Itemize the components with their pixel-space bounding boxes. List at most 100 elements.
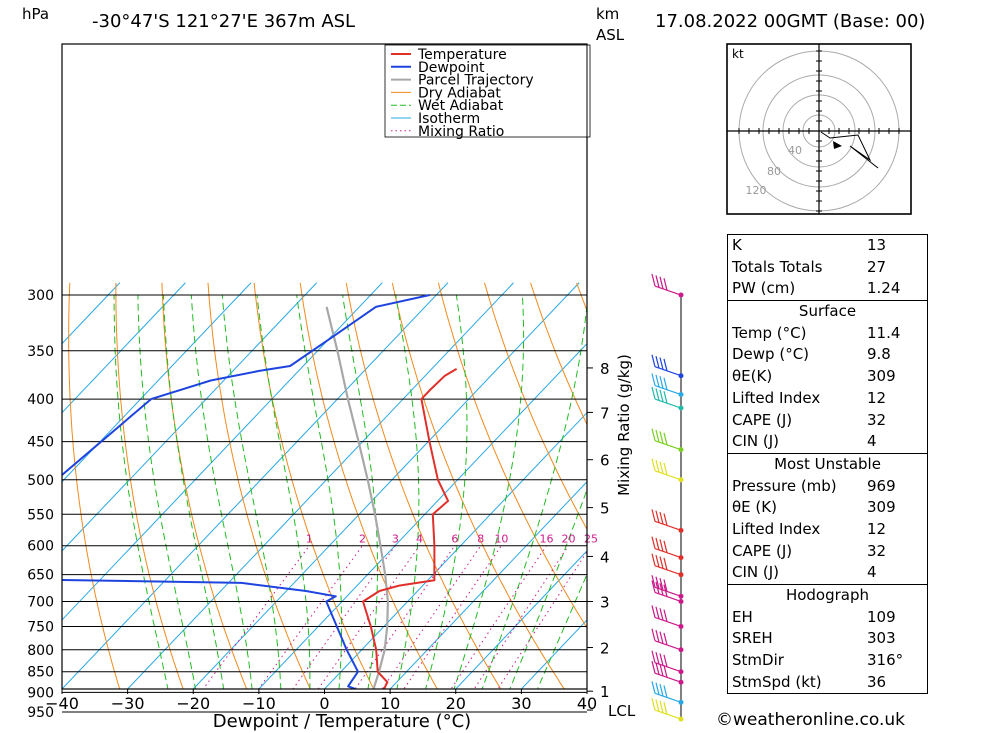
- hodograph-stat-row: SREH 303: [728, 628, 927, 650]
- pressure-tick-label: 800: [27, 643, 54, 659]
- index-label: Totals Totals: [732, 257, 822, 279]
- hodograph-stat-label: SREH: [732, 628, 773, 650]
- km-tick-label: 2: [600, 640, 610, 658]
- mixing-ratio-axis-title: Mixing Ratio (g/kg): [615, 354, 633, 496]
- pressure-tick-label: 350: [27, 344, 54, 360]
- x-tick-label: −40: [45, 694, 79, 713]
- pressure-tick-label: 650: [27, 568, 54, 584]
- wind-barb-flag: [656, 683, 659, 695]
- surface-label: Dewp (°C): [732, 344, 809, 366]
- pressure-tick-label: 550: [27, 507, 54, 523]
- wind-barb-flag: [652, 509, 655, 521]
- wind-barb-flag: [660, 654, 663, 666]
- pressure-tick-label: 850: [27, 665, 54, 681]
- hodograph-stat-value: 109: [867, 607, 923, 629]
- wind-barb-flag: [656, 607, 659, 619]
- most-unstable-label: CIN (J): [732, 562, 779, 584]
- wind-barb-flag: [652, 698, 655, 710]
- km-tick-label: 1: [600, 683, 610, 701]
- x-tick-label: −20: [176, 694, 210, 713]
- km-tick-label: LCL: [608, 702, 636, 720]
- surface-value: 309: [867, 366, 923, 388]
- wind-barb-flag: [656, 356, 659, 368]
- wind-barb: [652, 509, 684, 533]
- pressure-tick-label: 400: [27, 392, 54, 408]
- km-tick-label: 5: [600, 500, 610, 518]
- mixing-ratio-label: 10: [494, 533, 508, 546]
- wind-barb-flag: [656, 375, 659, 387]
- most-unstable-value: 12: [867, 519, 923, 541]
- wind-barb-flag: [656, 630, 659, 642]
- index-value: 1.24: [867, 278, 923, 300]
- time-title: 17.08.2022 00GMT (Base: 00): [655, 11, 925, 32]
- pressure-tick-label: 750: [27, 619, 54, 635]
- wind-barb-flag: [652, 651, 655, 663]
- wind-barb-flag: [656, 275, 659, 287]
- km-tick-label: 3: [600, 593, 610, 611]
- pressure-tick-label: 700: [27, 594, 54, 610]
- mixing-ratio-label: 1: [306, 533, 313, 546]
- wind-barb-flag: [660, 376, 663, 388]
- most-unstable-row: CAPE (J) 32: [728, 541, 927, 563]
- surface-row: Lifted Index 12: [728, 388, 927, 410]
- wind-barb-flag: [664, 463, 667, 475]
- wind-barb-flag: [652, 661, 655, 673]
- mixing-ratio-label: 3: [392, 533, 399, 546]
- wind-barb: [652, 274, 684, 298]
- mixing-ratio-label: 16: [539, 533, 553, 546]
- wind-barb: [652, 605, 684, 629]
- most-unstable-label: CAPE (J): [732, 541, 792, 563]
- wind-barb: [652, 429, 684, 453]
- hodograph-ring-label: 80: [767, 165, 781, 178]
- most-unstable-value: 4: [867, 562, 923, 584]
- wind-barb-flag: [652, 274, 655, 286]
- wind-barb-flag: [664, 359, 667, 371]
- wind-barb-flag: [660, 431, 663, 443]
- hpa-label: hPa: [22, 5, 49, 23]
- most-unstable-label: θE (K): [732, 497, 777, 519]
- hodograph-unit: kt: [732, 47, 744, 61]
- hodograph: kt 40 80120: [727, 44, 911, 214]
- wind-barb: [652, 629, 684, 653]
- most-unstable-value: 32: [867, 541, 923, 563]
- km-tick-label: 4: [600, 548, 610, 566]
- mixing-ratio-label: 6: [451, 533, 458, 546]
- wind-barb-flag: [664, 702, 667, 714]
- hodograph-ring-label: 40: [788, 144, 802, 157]
- hodograph-stat-label: EH: [732, 607, 753, 629]
- index-value: 27: [867, 257, 923, 279]
- mixing-ratio-label: 8: [477, 533, 484, 546]
- mixing-ratio-label: 4: [416, 533, 423, 546]
- wind-barb-flag: [664, 514, 667, 526]
- hodograph-stat-label: StmSpd (kt): [732, 672, 822, 694]
- index-row: K 13: [728, 235, 927, 257]
- hodograph-ring-label: 120: [746, 184, 767, 197]
- wind-barb-flag: [664, 558, 667, 570]
- pressure-tick-label: 500: [27, 473, 54, 489]
- wind-barb-flag: [660, 539, 663, 551]
- km-tick-label: 7: [600, 404, 610, 422]
- hodograph-stat-value: 36: [867, 672, 923, 694]
- surface-row: Dewp (°C) 9.8: [728, 344, 927, 366]
- wind-barb-flag: [660, 390, 663, 402]
- wind-barb-flag: [652, 355, 655, 367]
- index-label: PW (cm): [732, 278, 795, 300]
- hodograph-stat-label: StmDir: [732, 650, 784, 672]
- wind-barb-flag: [664, 278, 667, 290]
- index-value: 13: [867, 235, 923, 257]
- surface-row: CAPE (J) 32: [728, 410, 927, 432]
- wind-barb-flag: [660, 277, 663, 289]
- hodograph-table-title: Hodograph: [728, 585, 927, 607]
- wind-barb: [652, 459, 684, 483]
- wind-barb-flag: [652, 374, 655, 386]
- wind-barb-flag: [656, 430, 659, 442]
- wind-barb-flag: [660, 701, 663, 713]
- wind-barb-flag: [660, 684, 663, 696]
- surface-value: 4: [867, 431, 923, 453]
- surface-value: 11.4: [867, 323, 923, 345]
- km-tick-label: 8: [600, 360, 610, 378]
- wind-barb-flag: [652, 459, 655, 471]
- mixing-ratio-label: 25: [584, 533, 598, 546]
- hodograph-stat-value: 303: [867, 628, 923, 650]
